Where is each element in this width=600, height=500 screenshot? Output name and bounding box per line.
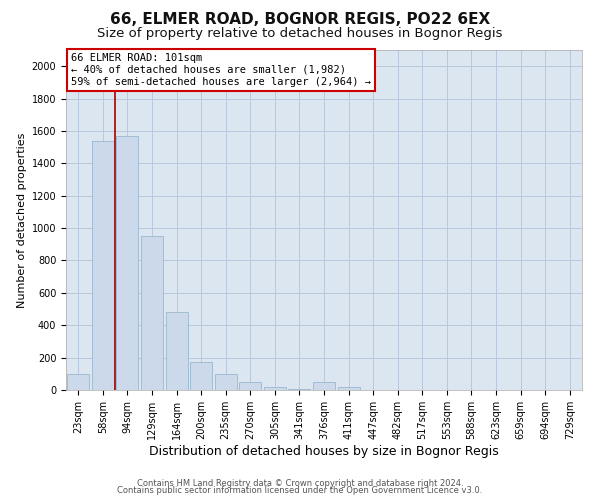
Text: Size of property relative to detached houses in Bognor Regis: Size of property relative to detached ho… <box>97 28 503 40</box>
Bar <box>239 382 262 390</box>
Y-axis label: Number of detached properties: Number of detached properties <box>17 132 28 308</box>
Text: 66, ELMER ROAD, BOGNOR REGIS, PO22 6EX: 66, ELMER ROAD, BOGNOR REGIS, PO22 6EX <box>110 12 490 28</box>
X-axis label: Distribution of detached houses by size in Bognor Regis: Distribution of detached houses by size … <box>149 444 499 458</box>
Bar <box>289 389 310 390</box>
Bar <box>215 374 237 390</box>
Text: Contains public sector information licensed under the Open Government Licence v3: Contains public sector information licen… <box>118 486 482 495</box>
Bar <box>338 387 359 390</box>
Bar <box>92 140 114 390</box>
Bar <box>141 236 163 390</box>
Text: Contains HM Land Registry data © Crown copyright and database right 2024.: Contains HM Land Registry data © Crown c… <box>137 478 463 488</box>
Text: 66 ELMER ROAD: 101sqm
← 40% of detached houses are smaller (1,982)
59% of semi-d: 66 ELMER ROAD: 101sqm ← 40% of detached … <box>71 54 371 86</box>
Bar <box>166 312 188 390</box>
Bar <box>116 136 139 390</box>
Bar <box>313 382 335 390</box>
Bar <box>67 374 89 390</box>
Bar <box>190 362 212 390</box>
Bar <box>264 387 286 390</box>
